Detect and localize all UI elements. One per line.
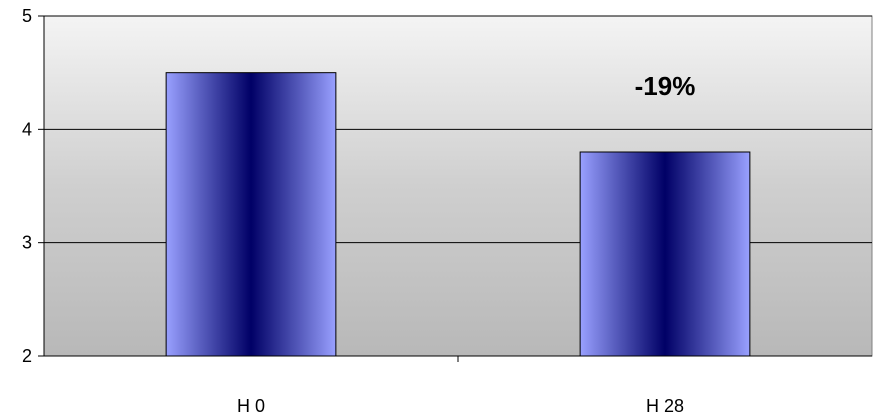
change-annotation: -19% [635, 71, 696, 101]
y-tick-label: 5 [22, 6, 32, 26]
y-tick-labels: 2 3 4 5 [22, 6, 32, 366]
y-tick-label: 3 [22, 233, 32, 253]
x-category-label: H 0 [237, 396, 265, 416]
y-tick-label: 2 [22, 346, 32, 366]
annotations: -19% [635, 71, 696, 101]
bar [579, 151, 751, 357]
x-category-label: H 28 [646, 396, 684, 416]
y-tick-label: 4 [22, 119, 32, 139]
x-category-labels: H 0 H 28 [237, 396, 684, 416]
bars [165, 72, 751, 357]
bar [165, 72, 337, 357]
